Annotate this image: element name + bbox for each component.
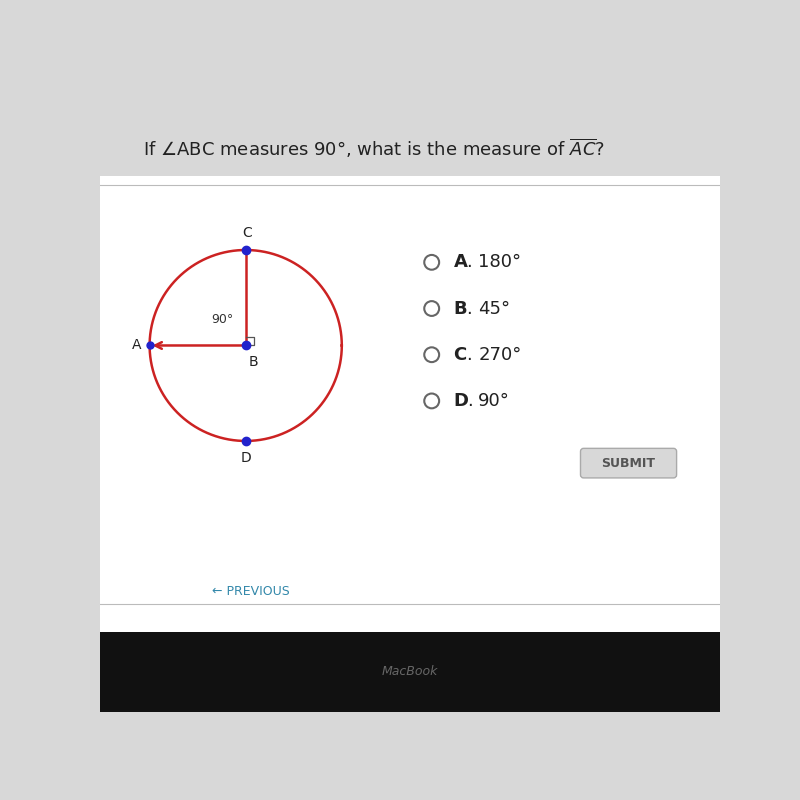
Text: 270°: 270° <box>478 346 522 364</box>
Text: $\mathbf{D}$.: $\mathbf{D}$. <box>454 392 474 410</box>
Text: 45°: 45° <box>478 299 510 318</box>
Text: C: C <box>242 226 253 240</box>
Text: A: A <box>131 338 141 353</box>
Text: $\mathbf{B}$.: $\mathbf{B}$. <box>454 299 473 318</box>
Text: If $\angle$ABC measures 90°, what is the measure of $\overline{AC}$?: If $\angle$ABC measures 90°, what is the… <box>143 137 606 160</box>
Text: $\mathbf{C}$.: $\mathbf{C}$. <box>454 346 472 364</box>
Text: B: B <box>249 355 258 370</box>
Text: 90°: 90° <box>211 313 234 326</box>
Text: D: D <box>240 451 251 465</box>
FancyBboxPatch shape <box>581 448 677 478</box>
FancyBboxPatch shape <box>100 176 720 632</box>
FancyBboxPatch shape <box>100 632 720 712</box>
Text: ← PREVIOUS: ← PREVIOUS <box>211 586 290 598</box>
Text: MacBook: MacBook <box>382 666 438 678</box>
Text: $\mathbf{A}$.: $\mathbf{A}$. <box>454 254 473 271</box>
Text: 180°: 180° <box>478 254 522 271</box>
Text: 90°: 90° <box>478 392 510 410</box>
Text: SUBMIT: SUBMIT <box>602 457 655 470</box>
